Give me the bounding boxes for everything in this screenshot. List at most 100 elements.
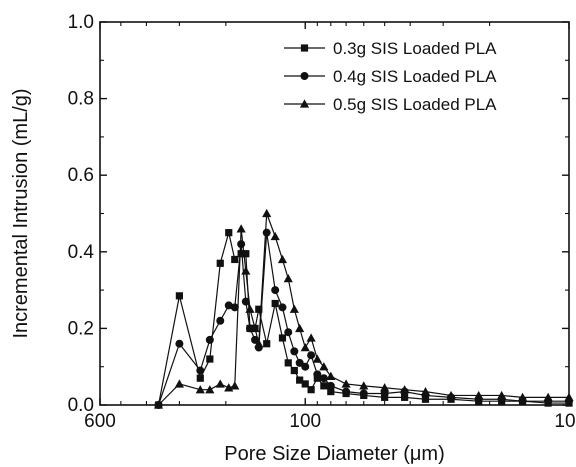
data-point-square: [242, 250, 250, 258]
data-point-circle: [313, 370, 322, 379]
data-point-circle: [380, 389, 389, 398]
legend-marker-shape: [300, 44, 309, 52]
y-tick-label: 0.4: [68, 242, 95, 263]
data-point-circle: [205, 335, 214, 344]
data-point-triangle: [497, 390, 507, 400]
series-3: [153, 208, 574, 409]
data-point-square: [320, 382, 328, 390]
data-point-circle: [271, 286, 280, 295]
data-point-square: [175, 292, 183, 300]
data-point-circle: [262, 228, 271, 237]
data-point-triangle: [241, 266, 251, 275]
data-point-square: [225, 229, 233, 237]
data-point-square: [216, 259, 224, 267]
data-point-circle: [284, 328, 293, 337]
data-point-triangle: [319, 362, 329, 371]
data-point-circle: [301, 362, 310, 371]
data-point-triangle: [295, 323, 305, 333]
data-point-circle: [216, 316, 225, 325]
legend: 0.3g SIS Loaded PLA 0.4g SIS Loaded PLA …: [284, 39, 497, 114]
legend-square-marker: [300, 44, 309, 52]
legend-entry-2: 0.4g SIS Loaded PLA: [284, 67, 497, 86]
data-point-square: [196, 374, 204, 382]
data-point-square: [307, 386, 315, 394]
legend-marker-shape: [300, 72, 309, 80]
data-point-triangle: [359, 381, 369, 390]
data-point-square: [255, 305, 263, 313]
data-point-circle: [359, 389, 368, 398]
legend-entry-1: 0.3g SIS Loaded PLA: [284, 39, 497, 58]
data-point-triangle: [250, 323, 260, 333]
data-point-triangle: [543, 392, 553, 402]
data-point-square: [206, 355, 214, 363]
data-point-triangle: [283, 274, 293, 283]
data-point-triangle: [205, 385, 215, 394]
x-tick-label: 100: [289, 411, 321, 432]
data-point-circle: [307, 351, 316, 360]
data-point-triangle: [474, 390, 484, 400]
data-point-triangle: [341, 379, 351, 388]
tick-labels-layer: 0.0 0.2 0.4 0.6 0.8 1.0 600 100 10: [68, 12, 576, 432]
data-point-triangle: [245, 304, 255, 313]
data-point-triangle: [174, 379, 184, 388]
data-point-square: [231, 255, 239, 264]
data-point-triangle: [277, 254, 288, 264]
series-line-1: [157, 232, 569, 406]
y-tick-label: 0.8: [68, 89, 94, 110]
x-axis-title: Pore Size Diameter (μm): [224, 443, 444, 465]
data-point-circle: [295, 358, 304, 367]
data-point-triangle: [270, 231, 280, 241]
data-point-circle: [342, 387, 351, 396]
data-point-triangle: [230, 381, 240, 390]
legend-label-2: 0.4g SIS Loaded PLA: [333, 67, 497, 86]
data-point-triangle: [420, 386, 431, 396]
data-point-triangle: [262, 208, 272, 218]
data-point-triangle: [312, 354, 322, 363]
legend-circle-marker: [300, 72, 309, 80]
data-point-triangle: [400, 385, 410, 394]
legend-entry-3: 0.5g SIS Loaded PLA: [284, 95, 497, 114]
data-point-square: [301, 380, 309, 388]
data-point-square: [278, 334, 287, 342]
legend-marker-shape: [299, 99, 310, 108]
data-point-circle: [175, 339, 184, 348]
data-point-triangle: [195, 385, 205, 394]
data-point-square: [290, 366, 298, 375]
data-point-circle: [241, 297, 250, 306]
x-tick-label: 600: [84, 411, 116, 432]
data-point-circle: [230, 303, 239, 312]
series-layer: [153, 208, 574, 409]
data-point-triangle: [289, 304, 299, 313]
legend-triangle-marker: [299, 99, 310, 108]
y-tick-label: 0.0: [68, 395, 94, 416]
data-point-triangle: [236, 224, 246, 233]
y-tick-label: 0.6: [68, 165, 94, 186]
data-point-square: [237, 250, 245, 258]
data-point-triangle: [326, 371, 336, 380]
data-point-triangle: [254, 339, 264, 348]
y-axis-title: Incremental Intrusion (mL/g): [10, 88, 32, 338]
data-point-square: [263, 340, 271, 348]
data-point-triangle: [215, 379, 225, 388]
data-point-square: [401, 393, 409, 401]
legend-label-3: 0.5g SIS Loaded PLA: [333, 95, 497, 114]
data-point-square: [271, 299, 279, 308]
ticks-layer: [99, 21, 570, 406]
data-point-triangle: [446, 390, 456, 400]
y-tick-label: 1.0: [68, 12, 94, 33]
data-point-square: [296, 376, 304, 384]
data-point-triangle: [380, 383, 390, 392]
y-tick-label: 0.2: [68, 318, 94, 339]
data-point-circle: [319, 374, 328, 383]
data-point-circle: [278, 303, 287, 312]
data-point-circle: [326, 381, 335, 390]
data-point-circle: [290, 347, 299, 356]
data-point-triangle: [306, 333, 316, 342]
data-point-square: [327, 387, 335, 396]
data-point-circle: [196, 366, 205, 375]
legend-label-1: 0.3g SIS Loaded PLA: [333, 39, 497, 58]
data-point-circle: [224, 301, 233, 310]
data-point-triangle: [517, 392, 528, 402]
